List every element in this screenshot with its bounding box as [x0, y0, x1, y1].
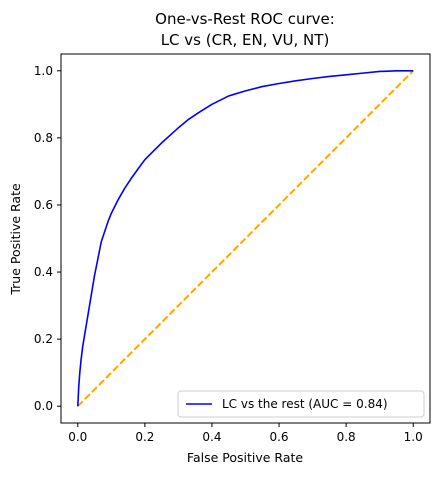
plot-frame — [60, 53, 431, 424]
x-axis-label: False Positive Rate — [187, 450, 303, 465]
y-tick-label: 0.2 — [34, 332, 53, 346]
x-tick-label: 0.6 — [269, 430, 288, 444]
chance-diagonal-line — [77, 70, 414, 407]
y-tick-label: 0.0 — [34, 399, 53, 413]
x-tick-label: 0.4 — [202, 430, 221, 444]
legend-label-roc: LC vs the rest (AUC = 0.84) — [222, 397, 388, 411]
legend-box — [177, 390, 425, 418]
y-tick-label: 1.0 — [34, 64, 53, 78]
x-tick-label: 0.0 — [68, 430, 87, 444]
y-axis-label: True Positive Rate — [8, 183, 23, 296]
chart-title-line-1: One-vs-Rest ROC curve: — [155, 10, 335, 28]
axis-ticks: 0.0 0.2 0.4 0.6 0.8 1.0 0.0 0.2 0.4 0.6 0.8 1.0 — [34, 64, 423, 444]
chart-title-line-2: LC vs (CR, EN, VU, NT) — [161, 31, 330, 49]
y-tick-label: 0.6 — [34, 198, 53, 212]
plot-area — [76, 69, 414, 407]
x-tick-label: 0.2 — [135, 430, 154, 444]
x-tick-label: 0.8 — [337, 430, 356, 444]
y-tick-label: 0.8 — [34, 131, 53, 145]
x-tick-label: 1.0 — [404, 430, 423, 444]
legend: LC vs the rest (AUC = 0.84) — [177, 390, 425, 418]
roc-curve-line — [76, 69, 414, 407]
y-tick-label: 0.4 — [34, 265, 53, 279]
